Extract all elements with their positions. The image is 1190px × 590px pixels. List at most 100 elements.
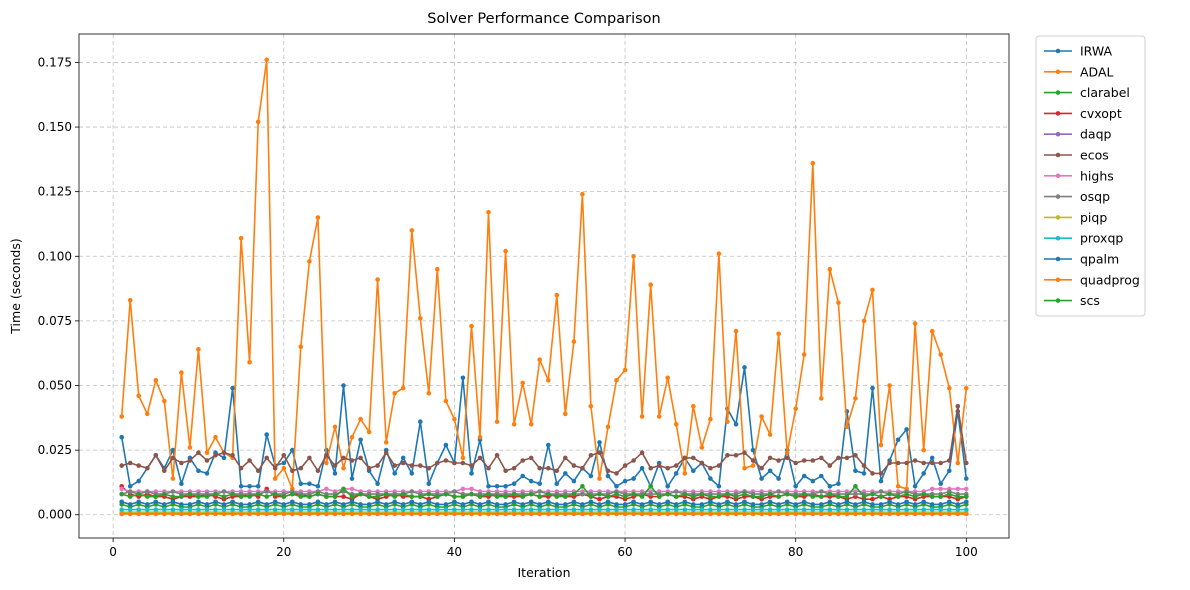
data-point	[469, 471, 474, 476]
data-point	[272, 499, 278, 505]
data-point	[392, 471, 398, 476]
data-point	[648, 491, 653, 497]
data-point	[366, 465, 372, 471]
data-point	[870, 511, 875, 517]
data-point	[554, 468, 560, 474]
data-point	[750, 463, 756, 468]
data-point	[546, 499, 551, 505]
data-point	[836, 494, 841, 499]
data-point	[290, 491, 295, 497]
data-point	[639, 414, 645, 419]
data-point	[588, 499, 594, 505]
data-point	[631, 499, 636, 505]
y-tick-label: 0.000	[38, 508, 72, 522]
legend-item: highs	[1044, 168, 1114, 183]
data-point	[520, 494, 525, 499]
data-point	[733, 328, 739, 334]
legend-marker	[1055, 48, 1061, 54]
data-point	[392, 391, 398, 396]
data-point	[546, 442, 551, 448]
data-point	[221, 455, 227, 461]
data-point	[477, 511, 483, 517]
data-point	[486, 507, 491, 512]
data-point	[127, 494, 133, 499]
data-point	[793, 507, 798, 512]
data-point	[418, 316, 423, 321]
data-point	[631, 253, 636, 259]
data-point	[776, 489, 781, 494]
legend-item: quadprog	[1044, 272, 1140, 287]
data-point	[332, 511, 338, 517]
data-point	[929, 460, 935, 466]
data-point	[665, 465, 670, 471]
data-point	[332, 471, 338, 476]
data-point	[895, 437, 901, 443]
data-point	[264, 511, 270, 517]
data-point	[443, 458, 449, 463]
data-point	[580, 465, 585, 471]
data-point	[870, 502, 875, 507]
data-point	[776, 458, 781, 463]
data-point	[904, 511, 909, 517]
data-point	[759, 476, 764, 481]
data-point	[469, 486, 474, 492]
data-point	[247, 458, 252, 463]
data-point	[716, 507, 722, 512]
data-point	[742, 491, 747, 497]
data-point	[776, 331, 781, 337]
data-point	[750, 502, 756, 507]
data-point	[546, 511, 551, 517]
data-point	[290, 499, 295, 505]
legend-item: IRWA	[1044, 44, 1113, 59]
data-point	[443, 442, 449, 448]
data-point	[819, 494, 824, 499]
series-highs	[119, 486, 969, 494]
data-point	[639, 465, 645, 471]
data-point	[648, 484, 653, 489]
data-point	[409, 228, 415, 233]
data-point	[477, 507, 483, 512]
data-point	[784, 511, 790, 517]
data-point	[767, 499, 773, 505]
data-point	[537, 481, 542, 487]
data-point	[477, 455, 483, 461]
data-point	[673, 507, 679, 512]
data-point	[844, 455, 850, 461]
x-tick-label: 80	[788, 545, 803, 559]
data-point	[725, 507, 730, 512]
data-point	[452, 511, 457, 517]
data-point	[955, 403, 961, 409]
data-point	[435, 266, 440, 272]
data-point	[409, 511, 415, 517]
data-point	[819, 473, 824, 479]
data-point	[375, 494, 380, 499]
data-point	[307, 502, 312, 507]
data-point	[196, 450, 201, 456]
data-point	[819, 489, 824, 494]
data-point	[673, 511, 679, 517]
data-point	[213, 453, 218, 458]
data-point	[648, 511, 653, 517]
data-point	[375, 277, 380, 282]
data-point	[588, 507, 594, 512]
data-point	[145, 465, 150, 471]
data-point	[699, 460, 705, 466]
data-point	[255, 499, 261, 505]
data-point	[844, 424, 850, 430]
data-point	[887, 383, 892, 388]
data-point	[145, 502, 150, 507]
data-point	[196, 507, 201, 512]
data-point	[691, 455, 696, 461]
data-point	[733, 511, 739, 517]
data-point	[162, 502, 167, 507]
data-point	[418, 502, 423, 507]
data-point	[255, 511, 261, 517]
data-point	[861, 318, 867, 324]
data-point	[119, 507, 124, 512]
data-point	[733, 494, 739, 499]
data-point	[349, 486, 355, 492]
y-axis-ticks: 0.000 0.025 0.050 0.075 0.100 0.125 0.150 0.175	[38, 55, 79, 522]
data-point	[358, 511, 363, 517]
data-point	[238, 511, 244, 517]
